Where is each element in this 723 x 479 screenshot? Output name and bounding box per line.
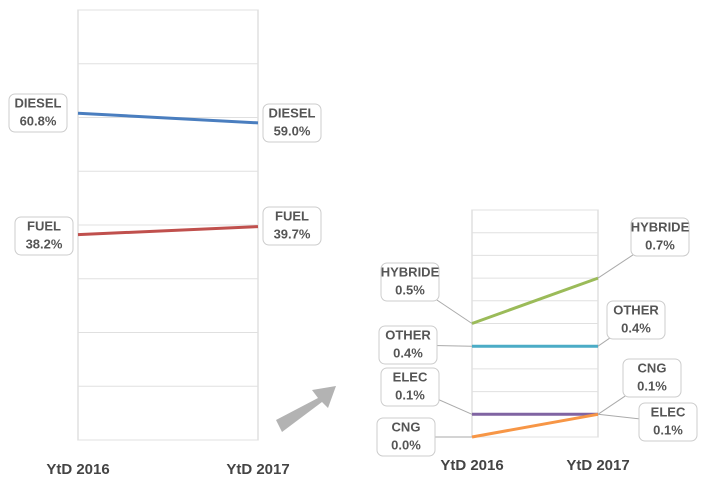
- series-name-label: OTHER: [613, 302, 659, 317]
- label-box: [378, 325, 438, 365]
- series-name-label: CNG: [392, 419, 421, 434]
- value-label: 0.7%: [645, 237, 675, 252]
- value-label: 0.1%: [395, 387, 425, 402]
- series-name-label: HYBRIDE: [381, 264, 440, 279]
- label-box: [14, 216, 74, 256]
- series-line: [77, 225, 259, 237]
- label-box: [262, 103, 322, 143]
- x-tick-label: YtD 2016: [46, 461, 109, 478]
- series-line: [77, 111, 259, 125]
- series-name-label: FUEL: [275, 208, 309, 223]
- series-line: [471, 412, 599, 439]
- series-name-label: DIESEL: [269, 105, 316, 120]
- series-name-label: CNG: [638, 360, 667, 375]
- value-label: 0.1%: [637, 378, 667, 393]
- value-label: 59.0%: [274, 123, 311, 138]
- value-label: 38.2%: [26, 236, 63, 251]
- value-label: 0.1%: [653, 422, 683, 437]
- label-box: [606, 300, 666, 340]
- label-box: [8, 93, 68, 133]
- label-box: [630, 217, 690, 257]
- value-label: 0.5%: [395, 282, 425, 297]
- x-tick-label: YtD 2016: [440, 457, 503, 474]
- x-tick-label: YtD 2017: [226, 461, 289, 478]
- label-box: [638, 402, 698, 442]
- series-name-label: FUEL: [27, 218, 61, 233]
- series-name-label: HYBRIDE: [631, 219, 690, 234]
- value-label: 0.4%: [621, 320, 651, 335]
- value-label: 39.7%: [274, 226, 311, 241]
- value-label: 60.8%: [20, 113, 57, 128]
- label-box: [262, 206, 322, 246]
- x-tick-label: YtD 2017: [566, 457, 629, 474]
- series-name-label: ELEC: [393, 369, 428, 384]
- label-box: [380, 262, 440, 302]
- series-line: [471, 276, 599, 325]
- label-box: [376, 417, 436, 457]
- value-label: 0.0%: [391, 437, 421, 452]
- series-name-label: ELEC: [651, 404, 686, 419]
- label-box: [380, 367, 440, 407]
- zoom-arrow: [276, 386, 336, 432]
- label-box: [622, 358, 682, 398]
- value-label: 0.4%: [393, 345, 423, 360]
- series-name-label: OTHER: [385, 327, 431, 342]
- series-name-label: DIESEL: [15, 95, 62, 110]
